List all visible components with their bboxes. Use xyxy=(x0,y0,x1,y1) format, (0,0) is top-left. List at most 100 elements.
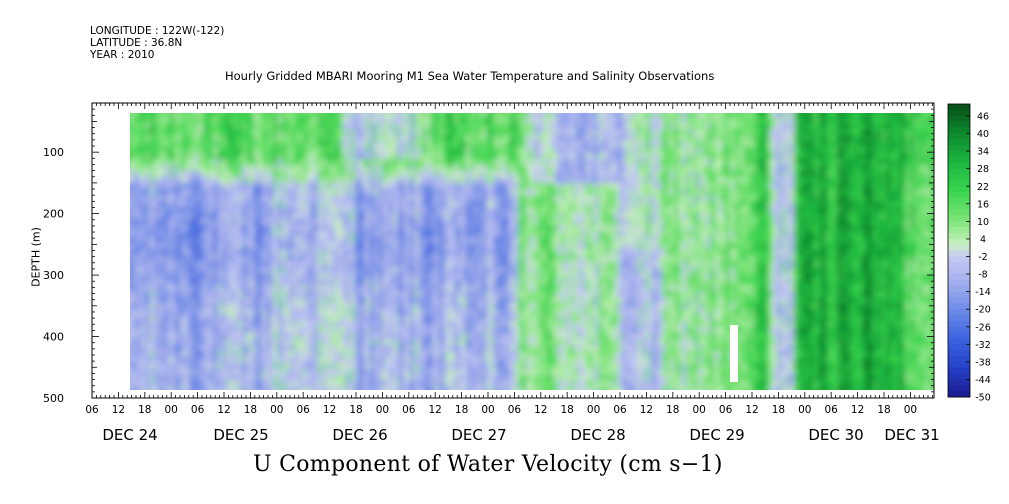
heatmap-cell xyxy=(246,105,251,112)
heatmap-cell xyxy=(130,129,131,136)
heatmap-cell xyxy=(146,393,151,400)
heatmap-cell xyxy=(322,393,327,400)
heatmap-cell xyxy=(130,357,131,364)
heatmap-cell xyxy=(130,207,131,214)
heatmap-cell xyxy=(526,105,531,112)
heatmap-cell xyxy=(394,105,399,112)
heatmap-cell xyxy=(130,297,131,304)
heatmap-cell xyxy=(494,393,499,400)
heatmap-cell xyxy=(130,261,131,268)
heatmap-cell xyxy=(290,105,295,112)
heatmap-cell xyxy=(122,315,127,322)
heatmap-cell xyxy=(130,375,131,382)
heatmap-cell xyxy=(158,393,163,400)
heatmap-cell xyxy=(122,159,127,166)
heatmap-cell xyxy=(122,219,127,226)
heatmap-cell xyxy=(306,393,311,400)
heatmap-cell xyxy=(122,183,127,190)
heatmap-cell xyxy=(130,117,131,124)
heatmap-cell xyxy=(142,105,147,112)
heatmap-cell xyxy=(186,105,191,112)
heatmap-cell xyxy=(498,393,503,400)
heatmap-cell xyxy=(278,105,283,112)
heatmap-cell xyxy=(302,105,307,112)
heatmap-cell xyxy=(346,393,351,400)
heatmap-cell xyxy=(122,363,127,370)
heatmap-cell xyxy=(130,219,131,226)
heatmap-cell xyxy=(142,393,147,400)
heatmap-cell xyxy=(122,255,127,262)
heatmap-cell xyxy=(130,237,131,244)
heatmap-cell xyxy=(122,225,127,232)
heatmap-cell xyxy=(390,393,395,400)
heatmap-cell xyxy=(122,189,127,196)
heatmap-cell xyxy=(122,369,127,376)
heatmap-cell xyxy=(230,393,235,400)
heatmap-cell xyxy=(258,393,263,400)
heatmap-cell xyxy=(130,159,131,166)
heatmap-cell xyxy=(130,303,131,310)
heatmap-cell xyxy=(482,393,487,400)
heatmap-cell xyxy=(122,309,127,316)
heatmap-cell xyxy=(122,231,127,238)
heatmap-cell xyxy=(174,393,179,400)
heatmap-cell xyxy=(130,345,131,352)
heatmap-cell xyxy=(122,327,127,334)
heatmap-cell xyxy=(122,135,127,142)
heatmap-cell xyxy=(122,291,127,298)
heatmap-cell xyxy=(362,393,367,400)
heatmap-cell xyxy=(130,267,131,274)
heatmap-cell xyxy=(410,105,415,112)
heatmap-cell xyxy=(130,225,131,232)
heatmap-cell xyxy=(130,273,131,280)
heatmap-cell xyxy=(378,105,383,112)
heatmap-cell xyxy=(202,105,207,112)
heatmap-cell xyxy=(122,375,127,382)
heatmap-cell xyxy=(122,273,127,280)
heatmap-cell xyxy=(130,279,131,286)
heatmap-cell xyxy=(234,105,239,112)
heatmap-cell xyxy=(146,105,151,112)
heatmap-cell xyxy=(130,393,135,400)
heatmap-cell xyxy=(482,105,487,112)
heatmap-cell xyxy=(122,117,127,124)
heatmap-cell xyxy=(522,105,527,112)
heatmap-cell xyxy=(186,393,191,400)
heatmap-cell xyxy=(366,105,371,112)
heatmap-cell xyxy=(406,105,411,112)
heatmap-cell xyxy=(130,141,131,148)
heatmap-cell xyxy=(122,153,127,160)
heatmap-cell xyxy=(510,393,515,400)
heatmap-cell xyxy=(290,393,295,400)
heatmap-cell xyxy=(130,147,131,154)
heatmap-cell xyxy=(262,393,267,400)
heatmap-cell xyxy=(122,177,127,184)
heatmap-cell xyxy=(190,393,195,400)
heatmap-cell xyxy=(130,171,131,178)
heatmap-cell xyxy=(130,351,131,358)
heatmap-cell xyxy=(438,105,443,112)
heatmap-cell xyxy=(130,213,131,220)
heatmap-cell xyxy=(230,105,235,112)
heatmap-cell xyxy=(362,105,367,112)
heatmap-cell xyxy=(366,393,371,400)
heatmap-cell xyxy=(122,237,127,244)
heatmap-cell xyxy=(170,393,175,400)
heatmap-cell xyxy=(122,171,127,178)
year-label: YEAR : 2010 xyxy=(90,49,155,61)
heatmap-cell xyxy=(122,321,127,328)
heatmap-cell xyxy=(122,147,127,154)
heatmap-cell xyxy=(318,393,323,400)
heatmap-cell xyxy=(122,387,127,394)
heatmap-cell xyxy=(478,393,483,400)
heatmap-cell xyxy=(322,105,327,112)
heatmap-cell xyxy=(390,105,395,112)
longitude-label: LONGITUDE : 122W(-122) xyxy=(90,25,225,37)
heatmap-cell xyxy=(130,363,131,370)
heatmap-cell xyxy=(126,105,131,112)
heatmap-cell xyxy=(130,189,131,196)
heatmap-cell xyxy=(130,333,131,340)
heatmap-cell xyxy=(122,141,127,148)
heatmap-cell xyxy=(334,105,339,112)
